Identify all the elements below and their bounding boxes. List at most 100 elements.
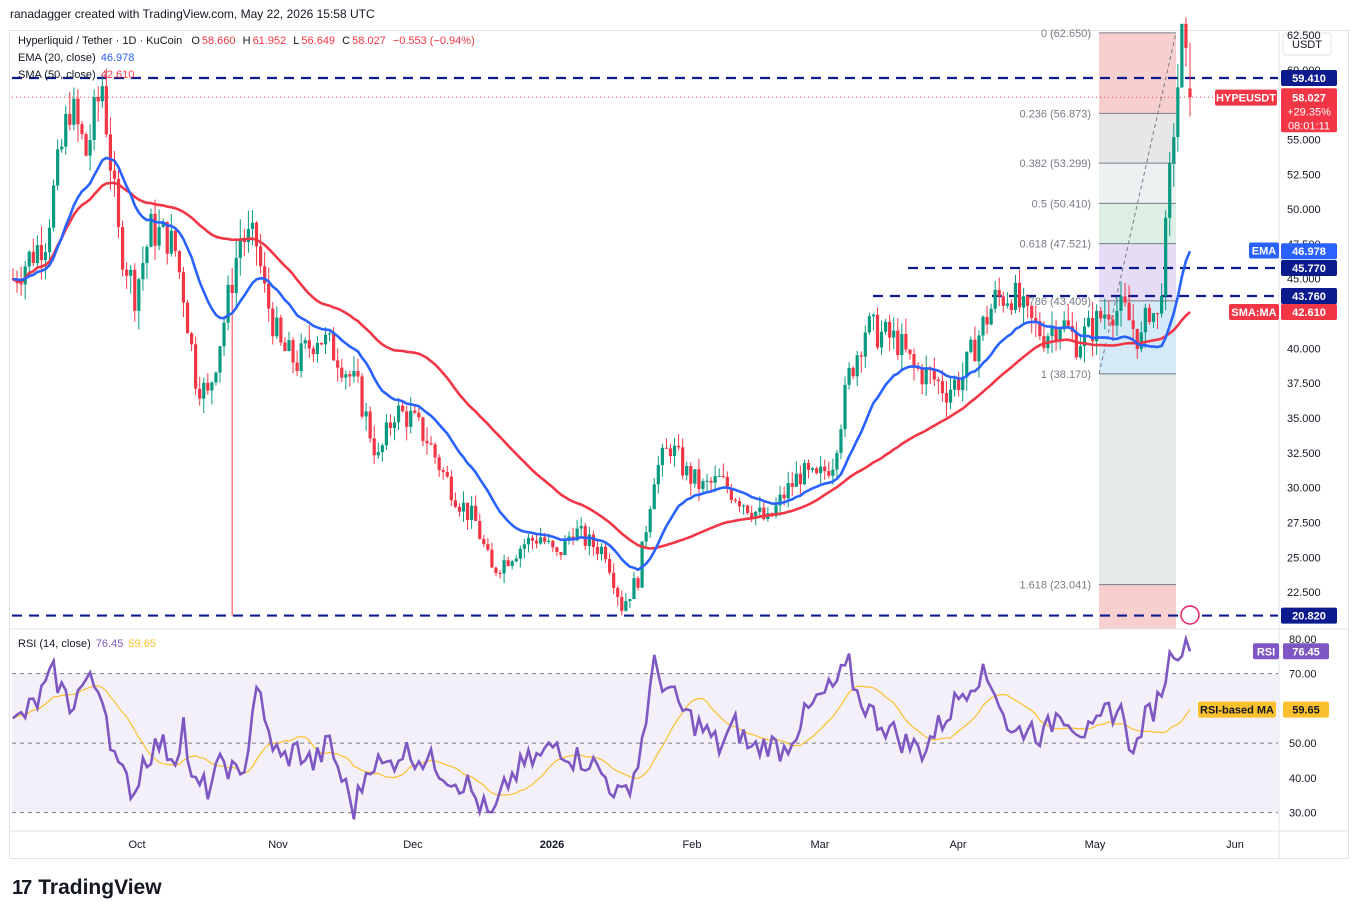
candle-body [668,448,673,457]
price-tick-label: 27.500 [1287,518,1321,530]
fib-zone [1099,584,1176,629]
candle-body [214,372,218,383]
candle-body [92,97,96,141]
candle-body [953,379,957,390]
candle-body [372,438,376,456]
fib-label: 1 (38.170) [1041,369,1091,381]
candle-body [656,465,660,485]
candle-body [750,512,754,519]
fib-zone [1099,243,1176,301]
candle-body [1115,310,1119,326]
candle-body [263,266,267,284]
candle-body [778,494,782,506]
last-price-info: 58.027 [1292,92,1326,104]
candle-body [96,97,100,102]
candle-body [157,227,161,246]
candle-body [254,222,259,247]
candle-body [1184,23,1188,48]
candle-body [559,551,563,555]
symbol-name[interactable]: Hyperliquid / Tether · 1D · KuCoin [18,35,183,47]
candle-body [940,381,945,394]
candle-body [68,113,72,125]
candle-body [502,560,506,574]
candle-body [482,538,486,545]
candle-body [486,544,490,550]
candle-body [185,302,190,334]
candle-body [165,221,169,254]
candle-body [985,316,989,325]
candle-body [936,379,940,382]
candle-body [758,507,762,512]
candle-body [904,334,908,350]
candle-body [88,140,92,156]
candle-body [965,351,969,378]
candle-body [944,393,949,403]
ema-tag-badge [1249,242,1279,259]
ema-label: EMA (20, close) [18,52,96,64]
candle-body [202,382,206,399]
candle-body [445,471,449,477]
change-value: −0.553 (−0.94%) [392,35,475,47]
last-price-badge [1281,88,1337,133]
candle-body [161,221,165,228]
candle-body [681,447,685,476]
candle-body [116,178,121,228]
candle-body [1078,346,1083,358]
candle-body [1062,320,1066,330]
candle-body [1090,317,1095,342]
candle-body [417,412,421,418]
rsi-line [12,634,1192,820]
price-tick-label: 40.000 [1287,343,1321,355]
candle-body [1176,87,1180,138]
candle-body [1086,317,1091,327]
candle-body [892,330,896,338]
candle-body [478,520,482,539]
time-tick-label: Nov [268,839,288,851]
candle-body [920,368,924,385]
candle-body [762,507,766,520]
candle-body [348,374,352,377]
fib-label: 0 (62.650) [1041,28,1091,40]
candle-body [701,481,705,489]
candle-body [72,98,76,125]
candle-body [299,343,303,372]
candle-body [344,374,348,378]
candle-body [875,314,880,348]
time-tick-label: Apr [949,839,966,851]
sma-value: 42.610 [100,69,135,81]
legend-ema[interactable]: EMA (20, close) 46.978 [18,52,134,64]
candle-body [851,367,855,377]
candle-body [843,384,847,430]
candle-body [291,340,295,363]
candle-body [746,505,750,513]
legend-rsi[interactable]: RSI (14, close) 76.45 59.65 [18,638,156,650]
price-tick-label: 52.500 [1287,169,1321,181]
candle-body [1155,313,1160,315]
candle-body [1074,331,1078,358]
time-tick-label: Dec [403,839,423,851]
legend-sma[interactable]: SMA (50, close) 42.610 [18,69,134,81]
candle-body [449,476,453,501]
currency-button [1282,32,1332,56]
candle-body [19,283,23,285]
level-label-59410: 59.410 [1292,73,1326,85]
candle-body [794,473,798,487]
candle-body [620,596,624,611]
candle-body [437,457,441,471]
candle-body [839,429,843,453]
candle-body [912,354,916,367]
candle-body [250,222,255,229]
candle-body [112,170,117,179]
rsi-ma-tag-badge [1198,701,1276,718]
candle-body [1001,296,1005,306]
candle-body [1021,296,1026,308]
candle-body [1042,336,1046,349]
candle-body [340,367,344,378]
candle-body [867,316,871,333]
candle-body [612,572,616,588]
candle-body [194,344,198,389]
candle-body [713,476,717,483]
candle-body [23,266,27,285]
candle-body [234,257,238,294]
